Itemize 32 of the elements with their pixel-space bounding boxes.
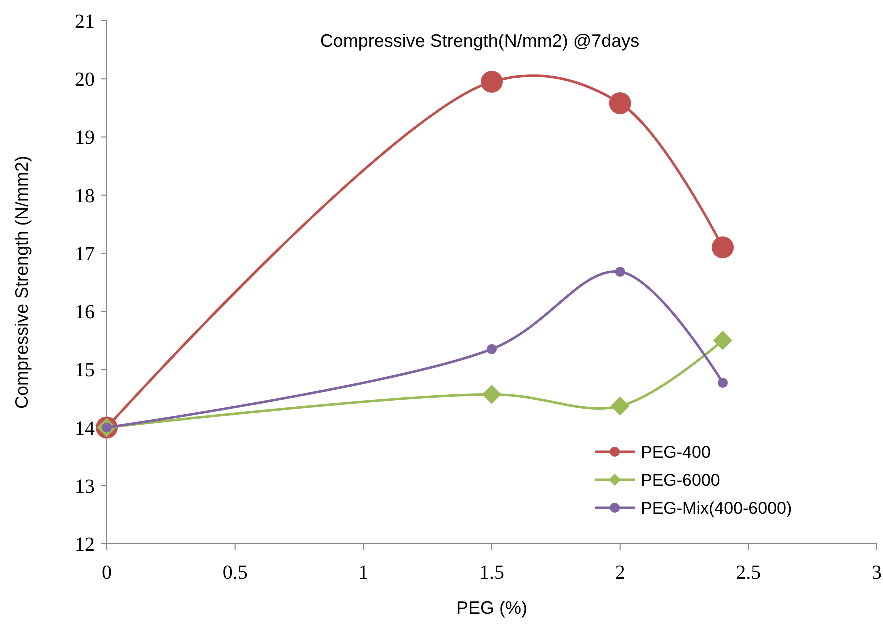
x-tick-label: 1 [358,562,369,584]
x-tick-label: 2 [615,562,626,584]
x-tick-label: 1.5 [480,562,504,584]
legend-label: PEG-Mix(400-6000) [641,498,792,518]
y-tick-label: 21 [75,11,95,33]
x-tick-label: 2.5 [736,562,762,584]
point [482,385,502,404]
text: Compressive Strength(N/mm2) @7days [320,31,640,51]
point [610,396,630,416]
point [718,378,728,388]
x-tick-label: 3 [872,562,882,584]
x-axis-title: PEG (%) [456,598,528,618]
point [609,92,632,115]
point [712,236,734,259]
point [615,267,626,278]
y-tick-label: 19 [75,127,95,150]
y-tick-label: 14 [75,418,95,440]
point [481,71,503,94]
y-tick-label: 16 [75,302,95,324]
legend-label: PEG-6000 [641,470,720,490]
point [713,331,733,350]
legend-label: PEG-400 [641,442,711,462]
y-tick-label: 12 [75,534,95,556]
y-axis-title: Compressive Strength (N/mm2) [12,156,32,410]
y-tick-label: 13 [75,476,95,498]
y-tick-label: 18 [75,185,95,208]
x-tick-label: 0 [102,562,112,584]
y-tick-label: 15 [75,360,95,382]
y-tick-label: 20 [75,69,95,92]
y-tick-label: 17 [75,243,95,266]
point [487,344,497,354]
x-tick-label: 0.5 [222,562,248,584]
